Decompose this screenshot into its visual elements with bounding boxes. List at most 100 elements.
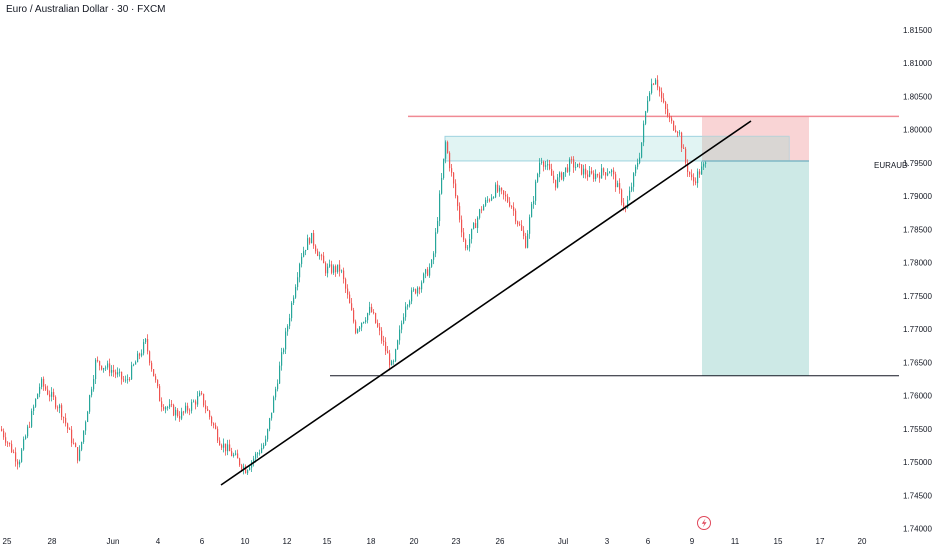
- candle-body: [615, 174, 617, 188]
- candle-body: [529, 217, 531, 234]
- candle-body: [417, 287, 419, 294]
- candle-body: [661, 91, 663, 99]
- candle-body: [207, 408, 209, 411]
- x-tick-label: 4: [156, 537, 161, 546]
- candle-body: [583, 168, 585, 175]
- candle-body: [339, 264, 341, 272]
- candle-body: [151, 362, 153, 370]
- candle-body: [37, 393, 39, 399]
- zone-overlap: [702, 136, 789, 161]
- candle-body: [279, 365, 281, 384]
- candle-body: [365, 320, 367, 322]
- y-tick-label: 1.74000: [903, 525, 932, 534]
- trendline: [220, 120, 752, 486]
- candle-body: [233, 454, 235, 456]
- candle-body: [493, 197, 495, 199]
- candle-body: [577, 163, 579, 168]
- candle-body: [525, 236, 527, 248]
- x-tick-label: 6: [646, 537, 651, 546]
- candle-body: [533, 200, 535, 205]
- candle-body: [471, 228, 473, 240]
- y-tick-label: 1.81000: [903, 59, 932, 68]
- candle-body: [155, 376, 157, 380]
- candle-body: [23, 438, 25, 450]
- candle-body: [461, 219, 463, 233]
- candle-body: [181, 411, 183, 419]
- x-tick-label: 28: [48, 537, 57, 546]
- candle-body: [669, 115, 671, 119]
- candle-body: [553, 175, 555, 180]
- x-tick-label: 23: [452, 537, 461, 546]
- candle-body: [407, 305, 409, 307]
- candle-body: [91, 389, 93, 396]
- candle-body: [223, 443, 225, 448]
- x-tick-label: 10: [241, 537, 250, 546]
- candle-body: [61, 405, 63, 418]
- candle-body: [609, 172, 611, 174]
- candle-body: [347, 288, 349, 295]
- x-tick-label: 12: [283, 537, 292, 546]
- candle-body: [689, 171, 691, 175]
- candle-body: [145, 338, 147, 343]
- candle-body: [573, 159, 575, 168]
- candle-body: [549, 164, 551, 169]
- candle-body: [483, 205, 485, 211]
- candle-body: [141, 353, 143, 356]
- candle-body: [143, 342, 145, 354]
- candle-body: [601, 168, 603, 179]
- x-tick-label: Jul: [558, 537, 568, 546]
- candle-body: [613, 170, 615, 175]
- candle-body: [13, 452, 15, 453]
- candle-body: [261, 448, 263, 453]
- candle-body: [541, 161, 543, 163]
- y-tick-label: 1.75000: [903, 458, 932, 467]
- candle-body: [509, 201, 511, 207]
- candle-body: [503, 190, 505, 195]
- candle-body: [253, 458, 255, 462]
- candle-body: [119, 371, 121, 373]
- x-tick-label: 9: [690, 537, 695, 546]
- candle-body: [161, 401, 163, 407]
- candle-body: [415, 289, 417, 294]
- y-tick-label: 1.77000: [903, 325, 932, 334]
- candle-body: [373, 311, 375, 314]
- candle-body: [679, 132, 681, 134]
- candle-body: [263, 444, 265, 449]
- candle-body: [535, 181, 537, 201]
- candle-body: [107, 363, 109, 368]
- chart-title: Euro / Australian Dollar · 30 · FXCM: [6, 4, 166, 15]
- candle-body: [59, 405, 61, 409]
- candle-body: [511, 206, 513, 208]
- candle-body: [627, 199, 629, 209]
- candle-body: [169, 404, 171, 408]
- candle-body: [295, 287, 297, 298]
- candle-body: [271, 412, 273, 419]
- candle-body: [687, 163, 689, 172]
- candle-body: [619, 183, 621, 190]
- candle-body: [239, 458, 241, 466]
- candle-body: [199, 392, 201, 396]
- x-tick-label: 20: [858, 537, 867, 546]
- candle-body: [499, 187, 501, 192]
- candle-body: [389, 353, 391, 366]
- candle-body: [29, 426, 31, 428]
- candle-body: [575, 167, 577, 168]
- candle-body: [187, 405, 189, 411]
- candle-body: [603, 168, 605, 173]
- candle-body: [303, 251, 305, 257]
- candle-body: [651, 83, 653, 93]
- candle-body: [171, 404, 173, 406]
- candle-body: [93, 379, 95, 390]
- candle-body: [555, 179, 557, 188]
- candle-body: [201, 392, 203, 394]
- lightning-icon[interactable]: [697, 516, 711, 530]
- y-tick-label: 1.77500: [903, 292, 932, 301]
- candle-body: [617, 183, 619, 188]
- candle-body: [125, 379, 127, 381]
- candle-body: [89, 395, 91, 412]
- candle-body: [167, 407, 169, 408]
- candle-body: [17, 461, 19, 465]
- x-tick-label: 26: [496, 537, 505, 546]
- candle-body: [379, 326, 381, 331]
